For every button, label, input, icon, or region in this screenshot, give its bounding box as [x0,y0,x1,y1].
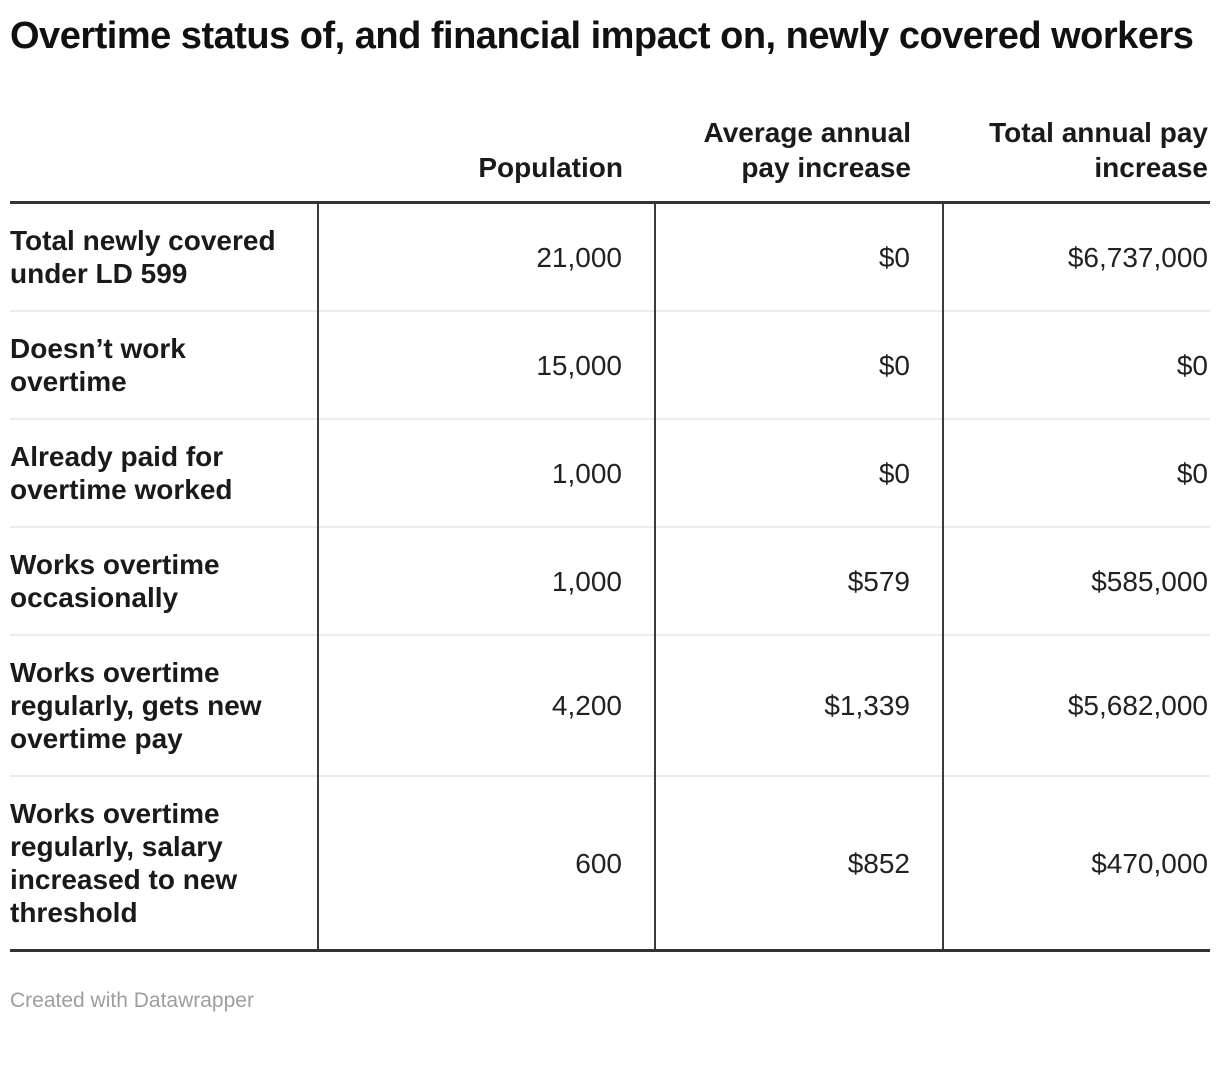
avg-pay-increase-value: $852 [654,775,943,953]
row-label: Already paid for overtime worked [10,418,318,528]
table-row: Doesn’t work overtime 15,000 $0 $0 [10,310,1210,420]
page-title: Overtime status of, and financial impact… [10,15,1194,57]
column-header-total-annual-pay-increase: Total annual pay increase [943,115,1210,205]
table-row: Works overtime regularly, gets new overt… [10,634,1210,777]
table-row: Already paid for overtime worked 1,000 $… [10,418,1210,528]
data-table: Population Average annual pay increase T… [10,115,1210,953]
column-header-blank [10,115,318,205]
header-row: Population Average annual pay increase T… [10,115,1210,205]
avg-pay-increase-value: $1,339 [654,634,943,777]
total-pay-increase-value: $585,000 [942,526,1210,636]
row-label: Total newly covered under LD 599 [10,225,276,290]
table-row: Total newly covered under LD 599 21,000 … [10,202,1210,312]
avg-pay-increase-value: $579 [654,526,943,636]
table-row: Works overtime regularly, salary increas… [10,775,1210,953]
row-label: Doesn’t work overtime [10,310,318,420]
population-value: 21,000 [317,202,655,312]
column-header-population: Population [318,115,655,205]
credit-text: Created with Datawrapper [10,989,254,1013]
table-header: Population Average annual pay increase T… [10,115,1210,205]
avg-pay-increase-value: $0 [654,310,943,420]
row-label: Works overtime regularly, gets new overt… [10,634,318,777]
row-label: Works overtime occasionally [10,526,318,636]
population-value: 15,000 [317,310,655,420]
population-value: 4,200 [317,634,655,777]
avg-pay-increase-value: $0 [654,202,943,312]
row-label: Works overtime regularly, salary increas… [10,775,318,953]
table-body: Total newly covered under LD 599 21,000 … [10,202,1210,953]
total-pay-increase-value: $0 [942,418,1210,528]
total-pay-increase-value: $470,000 [942,775,1210,953]
total-pay-increase-value: $6,737,000 [942,202,1210,312]
population-value: 1,000 [317,418,655,528]
population-value: 600 [317,775,655,953]
total-pay-increase-value: $5,682,000 [942,634,1210,777]
total-pay-increase-value: $0 [942,310,1210,420]
population-value: 1,000 [317,526,655,636]
avg-pay-increase-value: $0 [654,418,943,528]
table-row: Works overtime occasionally 1,000 $579 $… [10,526,1210,636]
column-header-average-annual-pay-increase: Average annual pay increase [655,115,943,205]
